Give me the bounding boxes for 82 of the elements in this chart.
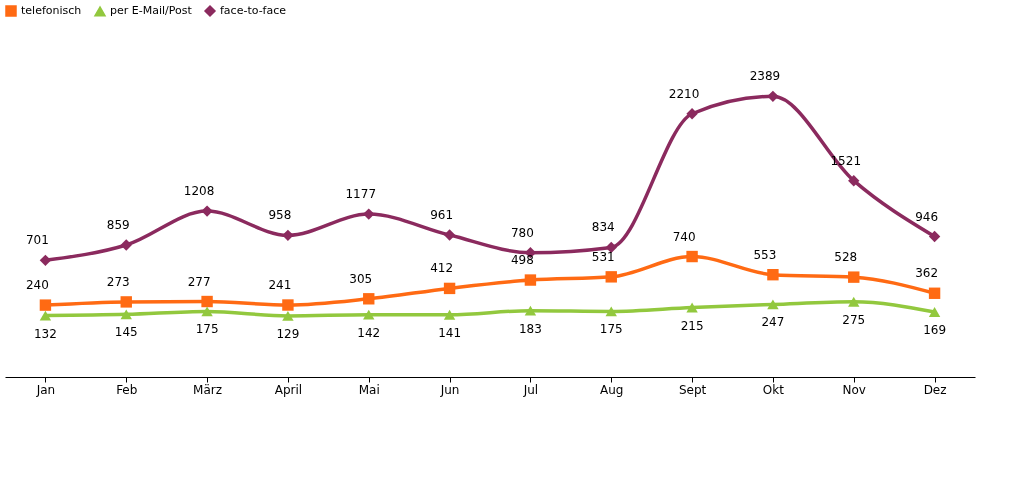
data-label: 175 <box>599 322 623 337</box>
point <box>767 90 779 103</box>
x-tick-label: Mai <box>358 382 380 397</box>
x-tick-label: April <box>274 382 303 397</box>
data-label: 169 <box>923 323 947 338</box>
data-label: 859 <box>106 217 130 232</box>
x-tick-label: Feb <box>116 382 138 397</box>
point <box>120 309 132 320</box>
data-label: 183 <box>518 321 542 336</box>
point <box>686 250 698 263</box>
point <box>848 296 860 307</box>
point <box>686 108 698 120</box>
data-label: 2389 <box>749 69 781 84</box>
x-tick-label: Jul <box>522 382 539 397</box>
point <box>928 287 941 299</box>
x-tick-label: Nov <box>842 382 866 397</box>
point <box>201 295 213 308</box>
legend-label: face-to-face <box>220 4 287 17</box>
point <box>928 307 941 317</box>
point <box>767 269 779 281</box>
data-label: 247 <box>761 315 785 330</box>
data-label: 175 <box>195 322 219 337</box>
data-label: 528 <box>834 250 858 265</box>
data-label: 701 <box>25 233 49 248</box>
data-label: 553 <box>753 247 777 262</box>
data-label: 275 <box>842 312 866 327</box>
data-label: 1177 <box>345 187 377 202</box>
point <box>282 310 294 321</box>
x-tick-label: Dez <box>923 382 947 397</box>
point <box>201 205 213 217</box>
data-label: 141 <box>438 325 462 340</box>
point <box>443 229 456 241</box>
data-label: 412 <box>430 261 454 276</box>
point <box>39 254 52 267</box>
point <box>201 306 213 317</box>
data-label: 2210 <box>668 86 700 101</box>
data-label: 834 <box>591 220 615 235</box>
data-label: 946 <box>915 209 939 224</box>
data-label: 958 <box>268 208 292 223</box>
data-label: 145 <box>114 325 138 340</box>
data-label: 531 <box>591 249 615 264</box>
data-label: 362 <box>915 266 939 281</box>
data-label: 240 <box>25 278 49 293</box>
data-label: 961 <box>430 208 454 223</box>
point <box>605 306 617 317</box>
point <box>524 274 537 286</box>
x-tick-label: Jan <box>35 382 56 397</box>
point <box>524 305 537 316</box>
data-label: 142 <box>357 325 381 340</box>
data-label: 132 <box>33 326 57 341</box>
x-tick-label: Okt <box>762 382 785 397</box>
x-tick-label: März <box>193 382 223 397</box>
legend-label: per E-Mail/Post <box>110 4 193 18</box>
x-tick-label: Aug <box>600 382 624 397</box>
point <box>928 230 941 243</box>
x-tick-label: Sept <box>678 382 707 397</box>
point <box>767 299 779 310</box>
point <box>363 293 375 305</box>
data-label: 215 <box>680 318 704 333</box>
point <box>443 282 456 295</box>
data-label: 1208 <box>183 184 215 199</box>
point <box>39 299 52 311</box>
data-label: 273 <box>106 274 130 289</box>
data-label: 277 <box>187 274 211 289</box>
x-tick-label: Jun <box>439 382 460 397</box>
data-label: 498 <box>510 253 534 268</box>
point <box>363 309 375 320</box>
point <box>39 310 52 321</box>
data-label: 780 <box>510 225 534 240</box>
data-label: 305 <box>349 271 373 286</box>
data-label: 740 <box>672 229 696 244</box>
point <box>848 271 860 283</box>
point <box>443 309 456 320</box>
point <box>605 271 617 283</box>
legend-label: telefonisch <box>21 4 82 17</box>
data-label: 129 <box>276 326 300 341</box>
point <box>120 296 132 308</box>
point <box>120 239 132 251</box>
point <box>282 299 294 311</box>
point <box>848 174 860 187</box>
data-label: 241 <box>268 278 292 293</box>
point <box>363 208 375 220</box>
